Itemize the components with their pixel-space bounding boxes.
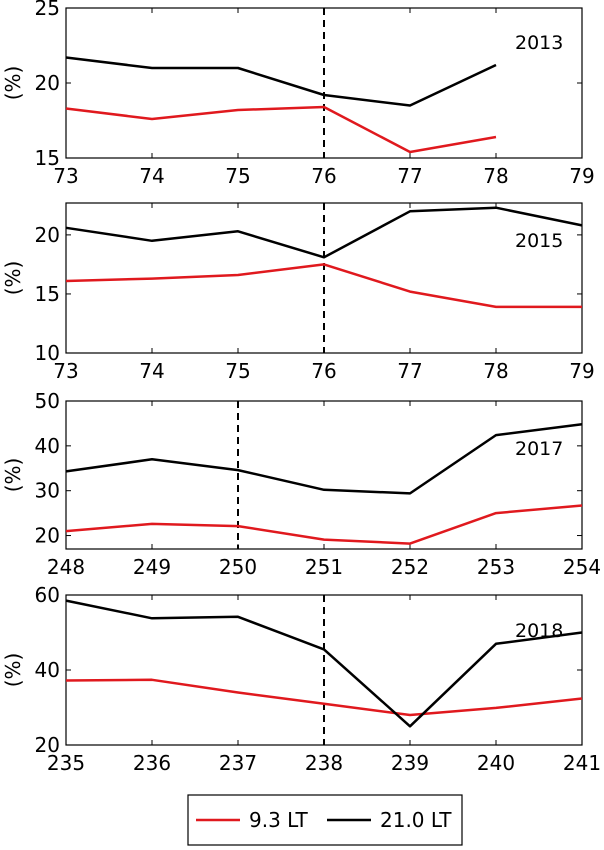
x-tick-label: 78 [483, 359, 508, 383]
series-line-21-0-lt [65, 56, 497, 107]
series-line-9-3-lt [65, 263, 582, 309]
y-tick-label: 40 [35, 658, 60, 682]
panel-2013: 73 74 75 76 77 78 79 15 20 25 (%) 2013 [1, 0, 595, 188]
x-tick-label: 239 [391, 751, 429, 775]
x-tick-label: 74 [139, 164, 164, 188]
legend: 9.3 LT 21.0 LT [187, 794, 463, 846]
series-group-2017 [65, 401, 583, 549]
ticks-2013: 73 74 75 76 77 78 79 15 20 25 [35, 0, 595, 188]
x-tick-label: 250 [219, 555, 257, 579]
x-tick-label: 78 [483, 164, 508, 188]
y-tick-label: 15 [35, 146, 60, 170]
y-tick-label: 30 [35, 479, 60, 503]
x-tick-label: 238 [305, 751, 343, 775]
x-tick-label: 76 [311, 164, 336, 188]
series-group-2013 [65, 8, 497, 158]
axes-frame-2017 [65, 400, 583, 550]
x-tick-label: 75 [225, 164, 250, 188]
x-tick-label: 252 [391, 555, 429, 579]
legend-label-black: 21.0 LT [380, 808, 452, 832]
year-label-2013: 2013 [515, 32, 563, 54]
x-tick-label: 253 [477, 555, 515, 579]
x-tick-label: 236 [133, 751, 171, 775]
x-tick-label: 77 [397, 164, 422, 188]
x-tick-label: 79 [569, 164, 594, 188]
x-tick-label: 77 [397, 359, 422, 383]
x-tick-label: 249 [133, 555, 171, 579]
x-tick-label: 248 [47, 555, 85, 579]
y-tick-label: 20 [35, 524, 60, 548]
y-tick-label: 15 [35, 282, 60, 306]
series-line-9-3-lt [65, 504, 583, 545]
series-group-2015 [65, 203, 583, 353]
x-tick-label: 73 [53, 164, 78, 188]
x-tick-label: 235 [47, 751, 85, 775]
x-tick-label: 76 [311, 359, 336, 383]
x-tick-label: 241 [563, 751, 601, 775]
series-line-21-0-lt [65, 206, 583, 259]
series-group-2018 [65, 595, 583, 745]
ticks-2018: 235 236 237 238 239 240 241 20 40 60 [35, 583, 602, 775]
x-tick-label: 75 [225, 359, 250, 383]
ylabel-2015: (%) [1, 261, 25, 296]
ticks-2017: 248 249 250 251 252 253 254 20 30 40 50 [35, 389, 602, 579]
legend-label-red: 9.3 LT [249, 808, 309, 832]
year-label-2015: 2015 [515, 230, 563, 252]
y-tick-label: 10 [35, 341, 60, 365]
y-tick-label: 60 [35, 583, 60, 607]
x-tick-label: 237 [219, 751, 257, 775]
ylabel-2017: (%) [1, 458, 25, 493]
x-tick-label: 254 [563, 555, 601, 579]
ylabel-2018: (%) [1, 653, 25, 688]
x-tick-label: 74 [139, 359, 164, 383]
year-label-2018: 2018 [515, 620, 563, 642]
x-tick-label: 240 [477, 751, 515, 775]
y-tick-label: 20 [35, 71, 60, 95]
x-tick-label: 79 [569, 359, 594, 383]
panel-2018: 235 236 237 238 239 240 241 20 40 60 (%) 2018 [1, 583, 601, 775]
y-tick-label: 25 [35, 0, 60, 20]
x-tick-label: 251 [305, 555, 343, 579]
y-tick-label: 20 [35, 733, 60, 757]
ticks-2015: 73 74 75 76 77 78 79 10 15 20 [35, 203, 595, 383]
panel-2017: 248 249 250 251 252 253 254 20 30 40 50 (%) 2017 [1, 389, 601, 579]
series-line-9-3-lt [65, 105, 497, 154]
series-line-9-3-lt [65, 678, 583, 717]
y-tick-label: 50 [35, 389, 60, 413]
year-label-2017: 2017 [515, 438, 563, 460]
ylabel-2013: (%) [1, 66, 25, 101]
y-tick-label: 20 [35, 223, 60, 247]
series-line-21-0-lt [65, 599, 583, 728]
y-tick-label: 40 [35, 434, 60, 458]
panel-2015: 73 74 75 76 77 78 79 10 15 20 (%) 2015 [1, 202, 595, 383]
x-tick-label: 73 [53, 359, 78, 383]
series-line-21-0-lt [65, 423, 583, 495]
